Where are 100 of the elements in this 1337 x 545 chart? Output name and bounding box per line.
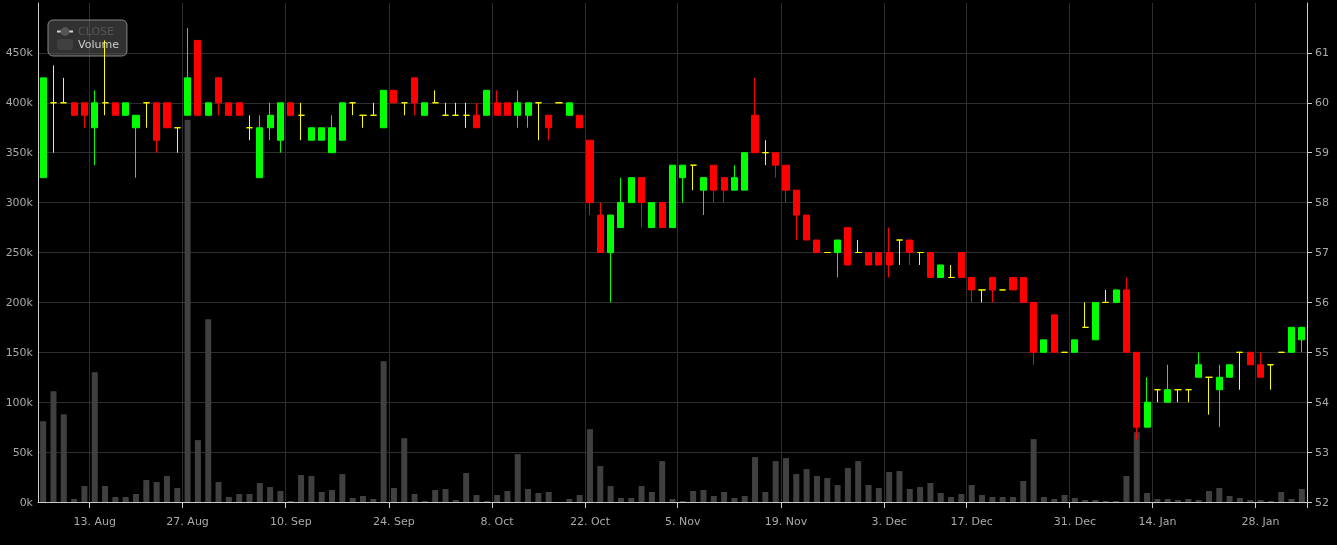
candlestick — [225, 102, 232, 116]
bar — [401, 438, 408, 502]
bar — [308, 476, 315, 502]
bar — [102, 486, 109, 502]
bar — [576, 495, 583, 502]
bar — [844, 468, 851, 502]
candlestick — [132, 114, 140, 179]
bar — [50, 391, 57, 502]
candlestick — [721, 177, 728, 204]
candlestick — [1195, 351, 1202, 378]
bar — [494, 495, 501, 502]
candlestick — [937, 264, 944, 278]
candlestick — [813, 239, 820, 253]
bar — [1236, 498, 1243, 502]
candlestick — [978, 289, 986, 303]
candlestick — [287, 102, 294, 116]
candlestick — [576, 114, 583, 129]
bar — [143, 480, 150, 502]
bar — [1185, 499, 1192, 502]
candlestick — [1040, 339, 1047, 353]
candlestick — [731, 164, 738, 191]
candlestick — [153, 102, 160, 154]
bar — [917, 487, 924, 502]
candlestick — [1144, 376, 1151, 428]
bar — [153, 482, 160, 502]
candlestick — [834, 239, 841, 278]
candlestick — [669, 164, 676, 229]
candlestick — [762, 139, 769, 166]
x-tick-label: 10. Sep — [269, 515, 312, 528]
candlestick — [1009, 276, 1017, 291]
bar — [762, 492, 769, 502]
candlestick — [370, 102, 377, 116]
candlestick — [1113, 289, 1120, 303]
candlestick — [60, 77, 67, 104]
candlestick — [504, 102, 511, 116]
bar — [1164, 499, 1171, 502]
bar — [752, 457, 759, 502]
bar — [91, 372, 98, 502]
candlestick — [349, 102, 356, 116]
y2-tick-label: 59 — [1315, 146, 1329, 160]
candlestick — [1051, 314, 1058, 353]
candlestick — [194, 39, 201, 116]
bar — [1216, 488, 1223, 502]
candlestick — [1071, 339, 1078, 353]
candlestick — [679, 164, 686, 204]
y-tick-label: 100k — [5, 395, 34, 409]
candlestick — [906, 239, 913, 266]
bar — [999, 497, 1006, 502]
candlestick — [205, 102, 212, 116]
bar — [979, 495, 985, 502]
x-tick-label: 14. Jan — [1138, 515, 1177, 528]
candlestick — [1185, 389, 1192, 403]
bar — [638, 486, 645, 502]
bar — [390, 488, 397, 502]
bar — [267, 487, 274, 502]
y2-tick-label: 52 — [1315, 495, 1329, 509]
y2-tick-label: 53 — [1315, 445, 1329, 459]
bar — [834, 485, 841, 502]
bar — [968, 485, 975, 502]
candlestick — [1205, 376, 1213, 416]
bar — [875, 488, 882, 502]
candlestick — [514, 89, 521, 129]
candlestick — [463, 102, 470, 129]
bar — [1030, 439, 1037, 502]
bar — [133, 494, 139, 502]
y-tick-label: 400k — [5, 96, 34, 110]
candlestick — [855, 239, 862, 253]
y-tick-label: 250k — [5, 246, 34, 259]
bar — [731, 498, 738, 502]
candlestick — [122, 102, 129, 116]
bar — [545, 492, 552, 502]
bar — [1298, 489, 1305, 502]
bar — [40, 421, 47, 502]
candlestick — [865, 252, 872, 266]
bar — [927, 483, 934, 502]
candlestick — [545, 114, 552, 141]
x-tick-label: 13. Aug — [73, 515, 116, 528]
candlestick — [256, 114, 263, 179]
candlestick — [989, 276, 996, 303]
candlestick — [690, 164, 697, 191]
x-tick-label: 22. Oct — [569, 515, 611, 528]
bar — [1051, 499, 1058, 502]
candlestick — [91, 89, 98, 166]
bar — [1288, 499, 1295, 502]
bar — [473, 495, 480, 502]
candlestick — [215, 77, 222, 116]
bar — [803, 469, 810, 502]
bar — [411, 494, 418, 502]
candlestick — [1092, 301, 1099, 341]
bar — [1154, 499, 1161, 502]
bar — [318, 492, 325, 502]
bar — [163, 476, 170, 502]
candlestick — [298, 102, 305, 141]
bar — [1133, 432, 1140, 502]
bar — [813, 476, 820, 502]
candlestick — [1030, 301, 1037, 366]
candlestick — [1216, 364, 1223, 428]
candlestick — [1288, 326, 1295, 353]
candlestick — [40, 77, 47, 179]
bar — [81, 486, 88, 502]
